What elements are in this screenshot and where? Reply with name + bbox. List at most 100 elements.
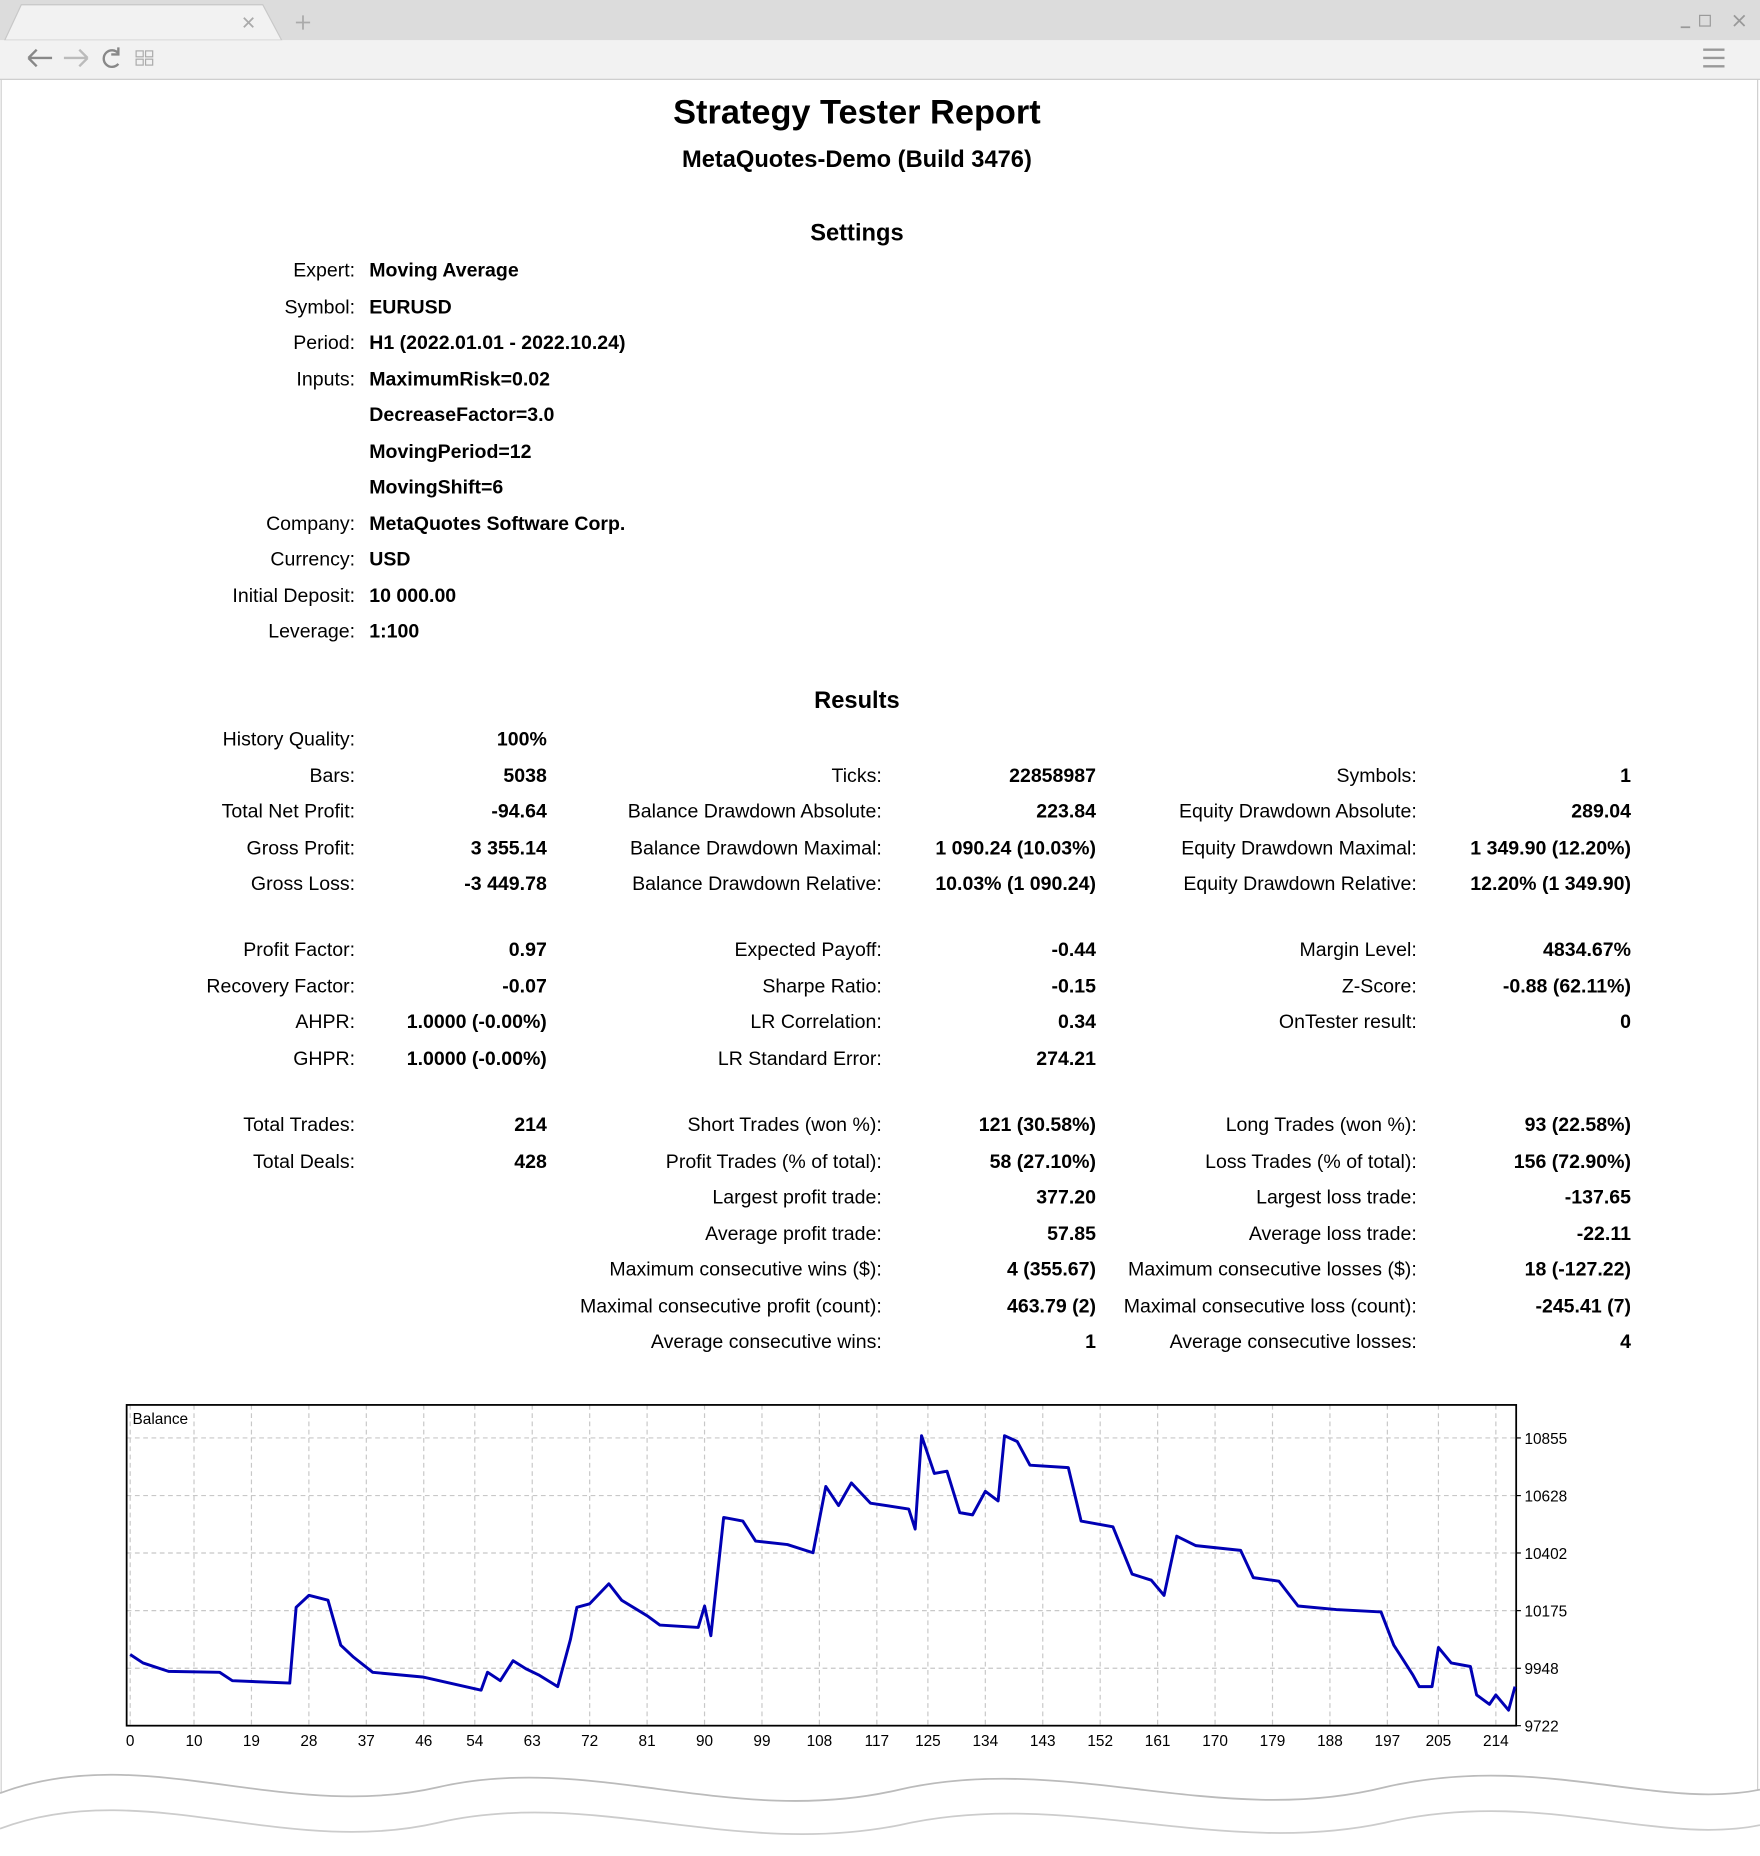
setting-label: Leverage:	[268, 621, 356, 643]
result-label: Average consecutive wins:	[650, 1331, 882, 1353]
x-tick-label: 0	[126, 1733, 135, 1750]
balance-line	[129, 1434, 1517, 1712]
x-tick-label: 108	[807, 1733, 833, 1750]
setting-value: 10 000.00	[369, 584, 457, 607]
result-value: -137.65	[1564, 1186, 1631, 1209]
tab-close[interactable]	[243, 17, 254, 28]
result-value: -0.88 (62.11%)	[1502, 975, 1631, 997]
x-tick-label: 188	[1317, 1733, 1343, 1750]
result-value: 274.21	[1036, 1047, 1097, 1070]
result-label: Profit Trades (% of total):	[665, 1150, 882, 1173]
back-button[interactable]	[27, 48, 53, 68]
x-tick-label: 99	[753, 1733, 770, 1750]
result-label: Maximum consecutive wins ($):	[609, 1259, 882, 1281]
setting-value: USD	[369, 548, 411, 571]
plot-frame	[125, 1404, 1518, 1727]
result-label: Recovery Factor:	[206, 975, 356, 997]
result-label: Maximal consecutive profit (count):	[580, 1295, 882, 1317]
setting-label: Inputs:	[296, 368, 356, 390]
result-value: 1	[1620, 764, 1631, 787]
setting-value: 1:100	[369, 621, 420, 643]
result-value: 58 (27.10%)	[989, 1150, 1097, 1173]
result-value: -245.41 (7)	[1535, 1295, 1631, 1317]
result-value: 289.04	[1571, 800, 1631, 823]
x-tick-label: 72	[581, 1733, 598, 1750]
torn-edge	[0, 1773, 1760, 1802]
setting-label: Currency:	[270, 548, 356, 571]
x-tick-label: 63	[524, 1733, 541, 1750]
torn-edge-fill	[0, 1774, 1760, 1856]
reload-button[interactable]	[102, 47, 120, 69]
restore[interactable]	[1699, 14, 1711, 27]
result-value: -0.07	[502, 975, 547, 997]
result-label: Balance Drawdown Relative:	[632, 873, 882, 895]
result-label: Profit Factor:	[243, 939, 356, 961]
result-label: Z-Score:	[1341, 975, 1417, 997]
result-value: -3 449.78	[464, 873, 547, 895]
new-tab[interactable]	[295, 15, 311, 30]
result-label: Balance Drawdown Maximal:	[629, 837, 882, 859]
result-label: LR Standard Error:	[717, 1047, 882, 1070]
result-value: -22.11	[1576, 1222, 1631, 1245]
result-value: 5038	[503, 764, 547, 787]
result-value: 4 (355.67)	[1006, 1259, 1097, 1281]
result-value: 156 (72.90%)	[1513, 1150, 1631, 1173]
x-tick-label: 161	[1145, 1733, 1171, 1750]
result-value: 57.85	[1047, 1222, 1097, 1245]
result-label: Equity Drawdown Relative:	[1183, 873, 1417, 895]
setting-label: Symbol:	[284, 296, 356, 318]
x-tick-label: 134	[972, 1733, 998, 1750]
x-tick-label: 10	[185, 1733, 202, 1750]
result-label: Gross Loss:	[250, 873, 356, 895]
result-label: Sharpe Ratio:	[762, 975, 882, 997]
result-value: 0.34	[1057, 1011, 1097, 1033]
result-label: Ticks:	[831, 764, 882, 787]
result-label: Total Deals:	[253, 1150, 356, 1173]
x-tick-label: 205	[1426, 1733, 1452, 1750]
y-tick-label: 9948	[1524, 1661, 1558, 1678]
result-value: 1 090.24 (10.03%)	[935, 837, 1097, 859]
result-label: Loss Trades (% of total):	[1205, 1150, 1417, 1173]
x-tick-label: 125	[915, 1733, 941, 1750]
y-tick-label: 10628	[1524, 1489, 1567, 1506]
result-label: Maximum consecutive losses ($):	[1128, 1259, 1417, 1281]
section-title: Results	[814, 687, 900, 714]
setting-value: EURUSD	[369, 296, 452, 318]
result-value: 22858987	[1009, 764, 1097, 787]
result-value: 463.79 (2)	[1006, 1295, 1097, 1317]
x-tick-label: 214	[1483, 1733, 1509, 1750]
result-label: History Quality:	[222, 728, 356, 751]
close-window[interactable]	[1733, 14, 1746, 27]
forward-button[interactable]	[63, 48, 89, 68]
result-label: Average consecutive losses:	[1169, 1331, 1417, 1353]
setting-value: MetaQuotes Software Corp.	[369, 512, 626, 535]
result-label: Largest profit trade:	[712, 1186, 882, 1209]
setting-label: Initial Deposit:	[232, 584, 356, 607]
torn-edge-shadow	[0, 1809, 1760, 1835]
apps-button[interactable]	[135, 50, 154, 66]
x-tick-label: 46	[415, 1733, 432, 1750]
result-value: 4	[1620, 1331, 1631, 1353]
setting-value: MovingShift=6	[369, 476, 504, 498]
result-label: Average profit trade:	[705, 1222, 882, 1245]
x-tick-label: 143	[1030, 1733, 1056, 1750]
result-value: 1.0000 (-0.00%)	[406, 1047, 547, 1070]
result-label: Margin Level:	[1299, 939, 1417, 961]
setting-label: Period:	[293, 332, 356, 354]
menu-button[interactable]	[1703, 48, 1725, 68]
setting-value: MovingPeriod=12	[369, 440, 532, 462]
result-value: 428	[514, 1150, 547, 1173]
y-tick-label: 10855	[1524, 1431, 1567, 1448]
setting-value: MaximumRisk=0.02	[369, 368, 551, 390]
result-label: Total Trades:	[243, 1114, 356, 1136]
result-label: Equity Drawdown Absolute:	[1179, 800, 1417, 823]
result-label: Maximal consecutive loss (count):	[1123, 1295, 1417, 1317]
result-value: 100%	[496, 728, 547, 751]
result-value: 12.20% (1 349.90)	[1470, 873, 1631, 895]
setting-value: Moving Average	[369, 260, 519, 282]
